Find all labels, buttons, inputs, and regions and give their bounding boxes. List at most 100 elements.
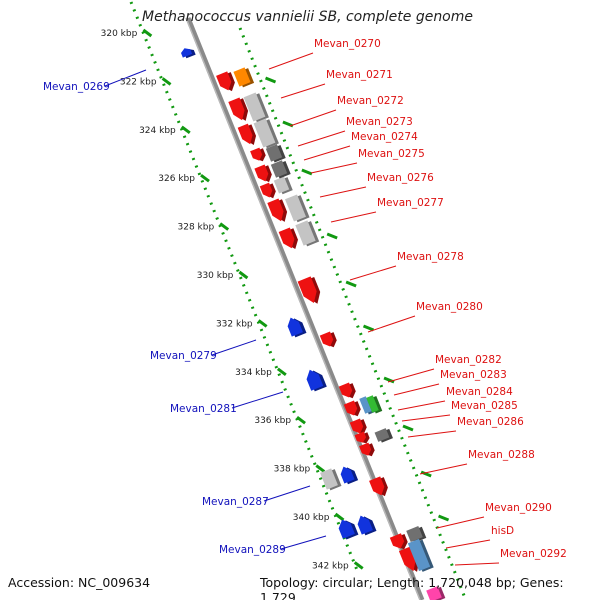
forward-gene-body: [237, 123, 253, 145]
forward-gene-hisd: [407, 538, 434, 572]
forward-track-tick: [437, 514, 450, 522]
forward-track-tick: [383, 376, 395, 384]
forward-gene-body: [343, 400, 358, 416]
reverse-gene-body: [287, 317, 303, 337]
forward-gene-label: Mevan_0288: [468, 449, 535, 461]
reverse-gene: [357, 515, 377, 536]
forward-leader-line: [397, 400, 446, 411]
forward-leader-line: [268, 52, 314, 70]
reverse-gene-body: [338, 519, 355, 539]
forward-gene: [278, 227, 298, 250]
forward-gene: [338, 382, 356, 399]
forward-gene: [267, 198, 288, 222]
scale-tick-label: 322 kbp: [120, 77, 157, 87]
forward-track-tick: [345, 280, 357, 288]
forward-gene-gray-body: [295, 220, 316, 246]
forward-gene-body: [216, 71, 232, 91]
forward-gene-pink-body: [426, 586, 442, 600]
scale-tick-label: 328 kbp: [178, 223, 215, 233]
forward-gene-darkgray-body: [406, 526, 423, 542]
forward-gene-gray: [253, 118, 279, 149]
scale-tick-label: 342 kbp: [312, 561, 349, 571]
forward-track-tick: [326, 232, 338, 240]
reverse-gene: [306, 369, 327, 392]
reverse-leader-line: [280, 535, 327, 550]
forward-leader-line: [330, 211, 377, 223]
reverse-gene-body: [357, 515, 373, 535]
forward-gene-steel-body: [359, 396, 372, 414]
forward-gene-label: Mevan_0273: [346, 116, 413, 128]
reverse-gene-label: Mevan_0289: [219, 544, 286, 556]
scale-tick: [200, 173, 210, 183]
forward-leader-line: [436, 516, 485, 529]
forward-leader-line: [280, 83, 326, 99]
forward-gene-label: Mevan_0278: [397, 251, 464, 263]
reverse-leader-line: [263, 485, 311, 502]
forward-leader-line: [407, 430, 457, 438]
forward-gene-label: Mevan_0284: [446, 386, 513, 398]
accession-text: Accession: NC_009634: [8, 575, 151, 590]
genome-axis: [185, 17, 425, 600]
forward-gene-gray: [295, 220, 320, 247]
forward-gene-label: Mevan_0270: [314, 38, 381, 50]
reverse-gene: [338, 519, 359, 540]
scale-tick: [180, 125, 191, 135]
forward-gene: [349, 418, 367, 435]
forward-gene-darkgray: [374, 428, 393, 443]
forward-track-tick: [402, 424, 414, 432]
forward-gene-label: Mevan_0292: [500, 548, 567, 560]
forward-track-tick: [420, 470, 432, 478]
scale-tick: [296, 416, 306, 425]
forward-leader-line: [445, 539, 491, 549]
forward-gene-label: Mevan_0286: [457, 416, 524, 428]
genome-axis-highlight: [185, 17, 421, 600]
reverse-leader-line: [231, 391, 284, 409]
forward-gene-darkgray-body: [265, 144, 283, 162]
forward-gene-label: Mevan_0271: [326, 69, 393, 81]
scale-tick: [353, 561, 364, 570]
forward-gene-label: hisD: [491, 525, 514, 537]
forward-gene-hisd-body: [407, 538, 431, 572]
forward-gene-green-body: [366, 395, 379, 413]
reverse-gene-body: [340, 466, 355, 484]
reverse-gene-body: [181, 48, 193, 58]
forward-leader-line: [367, 315, 416, 333]
forward-gene-gray: [284, 194, 310, 223]
forward-gene-body: [359, 442, 372, 456]
forward-gene-darkgray-body: [270, 160, 288, 178]
forward-gene-gray: [243, 92, 269, 123]
forward-gene-label: Mevan_0277: [377, 197, 444, 209]
forward-gene-darkgray: [265, 144, 286, 163]
forward-gene-darkgray: [270, 160, 291, 179]
scale-tick: [142, 28, 153, 38]
forward-leader-line: [319, 186, 367, 198]
genome-title: Methanococcus vannielii SB, complete gen…: [142, 9, 474, 25]
scale-tick-label: 324 kbp: [139, 126, 176, 136]
forward-gene-label: Mevan_0283: [440, 369, 507, 381]
forward-gene-body: [354, 431, 367, 443]
forward-gene-orange-body: [233, 67, 251, 87]
scale-tick-label: 330 kbp: [197, 271, 234, 281]
forward-gene: [297, 276, 321, 304]
forward-leader-line: [393, 383, 440, 396]
forward-gene-label: Mevan_0285: [451, 400, 518, 412]
forward-gene-body: [369, 476, 385, 496]
scale-tick: [257, 319, 268, 328]
forward-gene-body: [250, 147, 263, 161]
forward-gene-pink: [426, 586, 446, 600]
forward-gene-body: [349, 418, 364, 434]
forward-leader-line: [349, 265, 397, 281]
forward-gene-green: [366, 395, 383, 414]
forward-gene-label: Mevan_0282: [435, 354, 502, 366]
forward-track-tick: [362, 324, 375, 332]
reverse-gene-gray: [320, 468, 342, 491]
forward-gene-label: Mevan_0276: [367, 172, 434, 184]
scale-tick: [334, 512, 345, 522]
forward-gene-label: Mevan_0290: [485, 502, 552, 514]
reverse-gene-label: Mevan_0281: [170, 403, 237, 415]
forward-gene-body: [319, 331, 334, 347]
forward-gene-gray-body: [253, 118, 276, 148]
forward-gene-label: Mevan_0272: [337, 95, 404, 107]
reverse-leader-line: [104, 69, 147, 87]
